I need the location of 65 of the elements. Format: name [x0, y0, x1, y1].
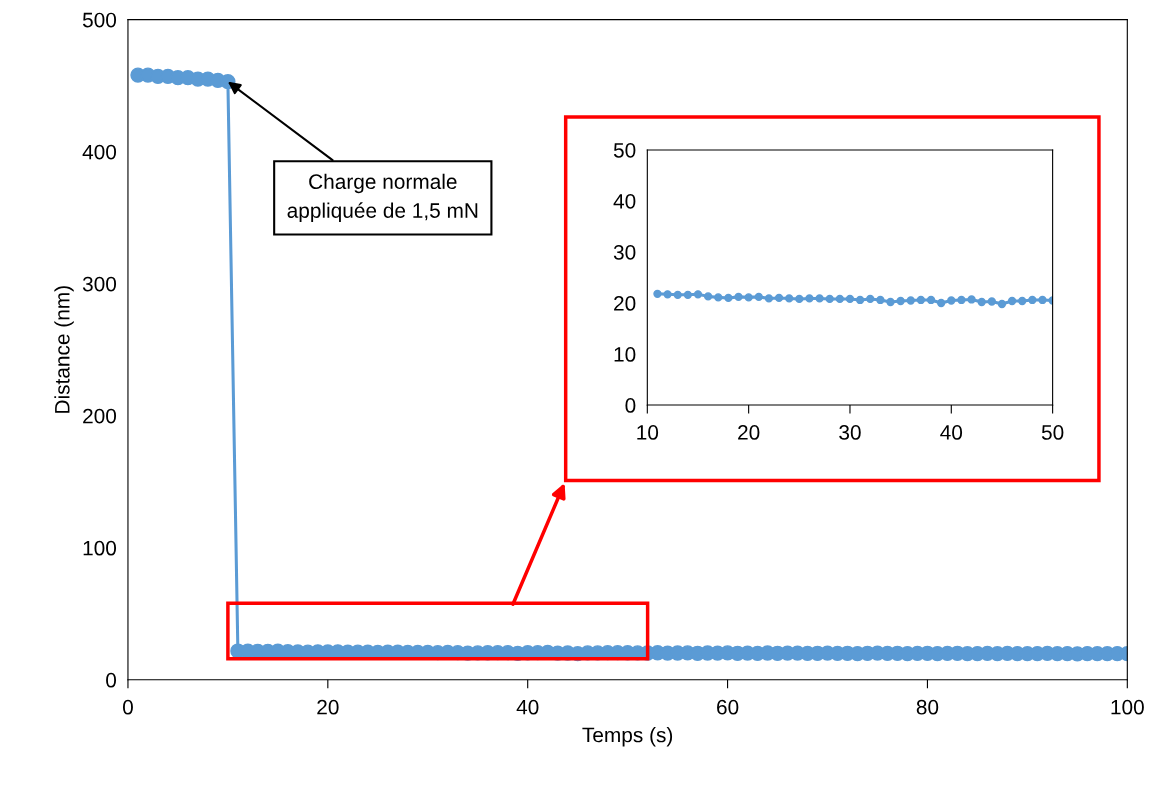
y-tick-label: 300 — [82, 276, 117, 292]
x-tick-label: 10 — [637, 425, 659, 440]
point — [795, 294, 804, 304]
point — [805, 294, 814, 303]
point — [785, 294, 794, 303]
x-tick-label: 50 — [1041, 425, 1064, 440]
y-tick-label: 400 — [82, 144, 117, 160]
y-tick-label: 0 — [106, 672, 117, 688]
point — [653, 289, 662, 298]
point — [906, 296, 915, 305]
point — [926, 295, 936, 305]
point — [724, 293, 733, 303]
point — [693, 290, 703, 299]
point — [876, 295, 885, 305]
x-tick-label: 0 — [122, 699, 133, 715]
x-tick-label: 80 — [916, 699, 939, 715]
point — [987, 297, 996, 306]
point — [734, 292, 743, 302]
y-tick-label: 20 — [614, 296, 636, 311]
x-tick-label: 60 — [717, 699, 739, 715]
y-tick-label: 40 — [613, 193, 636, 209]
x-tick-label: 100 — [1111, 699, 1144, 715]
x-axis-title: Temps (s) — [582, 727, 673, 747]
point — [774, 293, 784, 303]
point — [754, 292, 763, 302]
point — [1018, 296, 1027, 306]
point — [1028, 295, 1037, 305]
point — [886, 297, 895, 307]
point — [1038, 295, 1047, 305]
y-tick-label: 0 — [625, 398, 636, 413]
y-tick-label: 200 — [83, 408, 117, 424]
point — [977, 297, 986, 307]
x-tick-label: 20 — [317, 699, 339, 715]
point — [896, 296, 905, 306]
y-tick-label: 100 — [83, 540, 117, 556]
point — [1007, 296, 1017, 306]
point — [845, 294, 855, 304]
point — [967, 295, 976, 304]
point — [815, 294, 824, 303]
point — [957, 295, 966, 305]
x-tick-label: 20 — [738, 425, 760, 440]
point — [744, 293, 753, 302]
point — [683, 290, 693, 300]
y-tick-label: 500 — [82, 12, 117, 28]
point — [916, 295, 926, 305]
point — [673, 290, 682, 300]
point — [855, 295, 865, 305]
y-tick-label: 50 — [613, 142, 636, 158]
point — [703, 292, 713, 301]
y-tick-label: 30 — [613, 244, 636, 260]
annotation: Charge normale appliquée de 1,5 mN — [287, 173, 478, 223]
point — [825, 294, 834, 304]
x-tick-label: 40 — [516, 699, 539, 715]
point — [663, 290, 672, 299]
point — [947, 296, 956, 305]
x-tick-label: 40 — [940, 425, 963, 440]
point — [936, 298, 946, 308]
point — [866, 294, 875, 304]
point — [764, 294, 774, 303]
point — [997, 299, 1007, 309]
x-tick-label: 30 — [839, 425, 861, 440]
point — [835, 294, 845, 304]
y-tick-label: 10 — [614, 347, 636, 362]
y-axis-title: Distance (nm) — [54, 286, 74, 413]
point — [714, 293, 723, 302]
